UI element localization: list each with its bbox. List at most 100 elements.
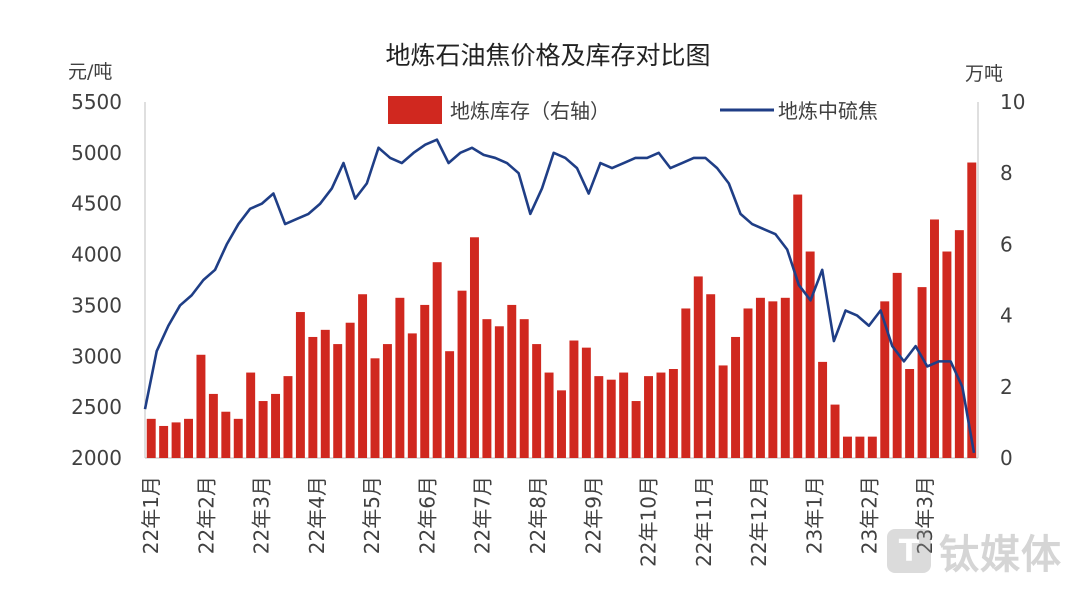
watermark-text: 钛媒体 xyxy=(939,532,1062,578)
inventory-bar xyxy=(345,322,355,458)
y-left-tick-label: 3000 xyxy=(71,344,122,368)
inventory-bar xyxy=(917,287,927,458)
x-tick-label: 22年4月 xyxy=(305,476,329,554)
y-right-tick-label: 4 xyxy=(1000,304,1013,328)
inventory-bar xyxy=(171,422,181,458)
inventory-bar xyxy=(557,390,566,458)
inventory-bar xyxy=(780,297,790,458)
price-line-series xyxy=(143,138,976,454)
inventory-bar xyxy=(258,401,268,458)
x-tick-label: 22年6月 xyxy=(415,476,439,554)
x-tick-label: 22年1月 xyxy=(139,476,163,554)
inventory-bar xyxy=(842,436,852,458)
y-left-unit: 元/吨 xyxy=(68,61,112,83)
inventory-bar xyxy=(619,372,629,458)
y-right-tick-label: 8 xyxy=(1000,161,1013,185)
inventory-bar xyxy=(930,219,939,458)
inventory-bar xyxy=(308,336,318,458)
inventory-bar xyxy=(271,393,281,458)
inventory-bar xyxy=(892,272,902,458)
x-tick-label: 22年10月 xyxy=(637,476,661,567)
inventory-bar xyxy=(395,297,405,458)
inventory-bar xyxy=(755,297,765,458)
inventory-bar xyxy=(793,194,803,458)
inventory-bar xyxy=(469,237,479,458)
x-tick-label: 22年8月 xyxy=(526,476,550,554)
y-left-tick-label: 3500 xyxy=(71,293,122,317)
inventory-bar xyxy=(656,372,666,458)
inventory-bar xyxy=(855,436,865,458)
inventory-bar xyxy=(159,425,169,458)
inventory-bar xyxy=(880,301,890,458)
x-tick-label: 22年3月 xyxy=(250,476,274,554)
inventory-bar xyxy=(631,401,641,458)
y-left-tick-label: 2000 xyxy=(71,446,122,470)
inventory-bar xyxy=(233,418,243,458)
inventory-bar xyxy=(432,262,442,458)
inventory-bar xyxy=(718,365,728,458)
inventory-bar xyxy=(370,358,380,458)
inventory-bar xyxy=(532,344,542,458)
inventory-bar xyxy=(246,372,256,458)
inventory-bar xyxy=(445,351,455,458)
inventory-bar xyxy=(519,319,529,458)
chart-title: 地炼石油焦价格及库存对比图 xyxy=(385,41,710,70)
legend-bar-swatch xyxy=(388,96,442,124)
inventory-bar xyxy=(184,418,193,458)
y-right-tick-label: 2 xyxy=(1000,375,1013,399)
inventory-bar xyxy=(905,369,915,458)
inventory-bar xyxy=(382,344,392,458)
inventory-bar xyxy=(830,404,840,458)
inventory-bar xyxy=(731,336,741,458)
y-right-unit: 万吨 xyxy=(965,63,1003,85)
inventory-bar xyxy=(967,162,977,458)
x-tick-label: 23年1月 xyxy=(802,476,826,554)
inventory-bar xyxy=(333,344,343,458)
y-right-tick-label: 0 xyxy=(1000,446,1013,470)
inventory-bar xyxy=(320,329,330,458)
inventory-bar xyxy=(407,333,417,458)
inventory-bar xyxy=(606,379,616,458)
inventory-bar xyxy=(644,376,653,458)
watermark-logo-icon: T xyxy=(887,529,931,573)
inventory-bar xyxy=(482,319,492,458)
inventory-bar xyxy=(507,304,517,458)
x-tick-label: 22年2月 xyxy=(194,476,218,554)
inventory-bar xyxy=(668,369,678,458)
inventory-bar xyxy=(743,308,753,458)
y-right-tick-label: 10 xyxy=(1000,90,1025,114)
y-left-tick-label: 2500 xyxy=(71,395,122,419)
x-tick-label: 22年5月 xyxy=(360,476,384,554)
y-left-tick-label: 4500 xyxy=(71,192,122,216)
y-right-tick-label: 6 xyxy=(1000,232,1013,256)
inventory-bar xyxy=(681,308,691,458)
inventory-bar xyxy=(768,301,778,458)
inventory-bar xyxy=(818,361,828,458)
inventory-bar xyxy=(805,251,815,458)
x-tick-label: 22年9月 xyxy=(581,476,605,554)
y-left-tick-label: 4000 xyxy=(71,243,122,267)
x-tick-label: 22年7月 xyxy=(471,476,495,554)
x-tick-label: 23年3月 xyxy=(913,476,937,554)
inventory-bar xyxy=(594,376,604,458)
x-tick-label: 22年11月 xyxy=(692,476,716,567)
watermark: T 钛媒体 xyxy=(887,522,1062,580)
inventory-bar xyxy=(867,436,877,458)
inventory-bar xyxy=(544,372,554,458)
inventory-bar xyxy=(295,312,305,458)
inventory-bar xyxy=(942,251,952,458)
inventory-bar xyxy=(420,304,430,458)
inventory-bar xyxy=(283,376,293,458)
inventory-bar xyxy=(706,294,716,458)
inventory-bar xyxy=(358,294,368,458)
inventory-bar xyxy=(494,326,504,458)
inventory-bar xyxy=(221,411,231,458)
x-tick-label: 22年12月 xyxy=(747,476,771,567)
inventory-bar xyxy=(208,393,218,458)
y-left-tick-label: 5000 xyxy=(71,141,122,165)
inventory-bar xyxy=(693,276,703,458)
legend-bar-label: 地炼库存（右轴） xyxy=(450,99,610,123)
legend-line-label: 地炼中硫焦 xyxy=(778,99,878,123)
y-left-tick-label: 5500 xyxy=(71,90,122,114)
